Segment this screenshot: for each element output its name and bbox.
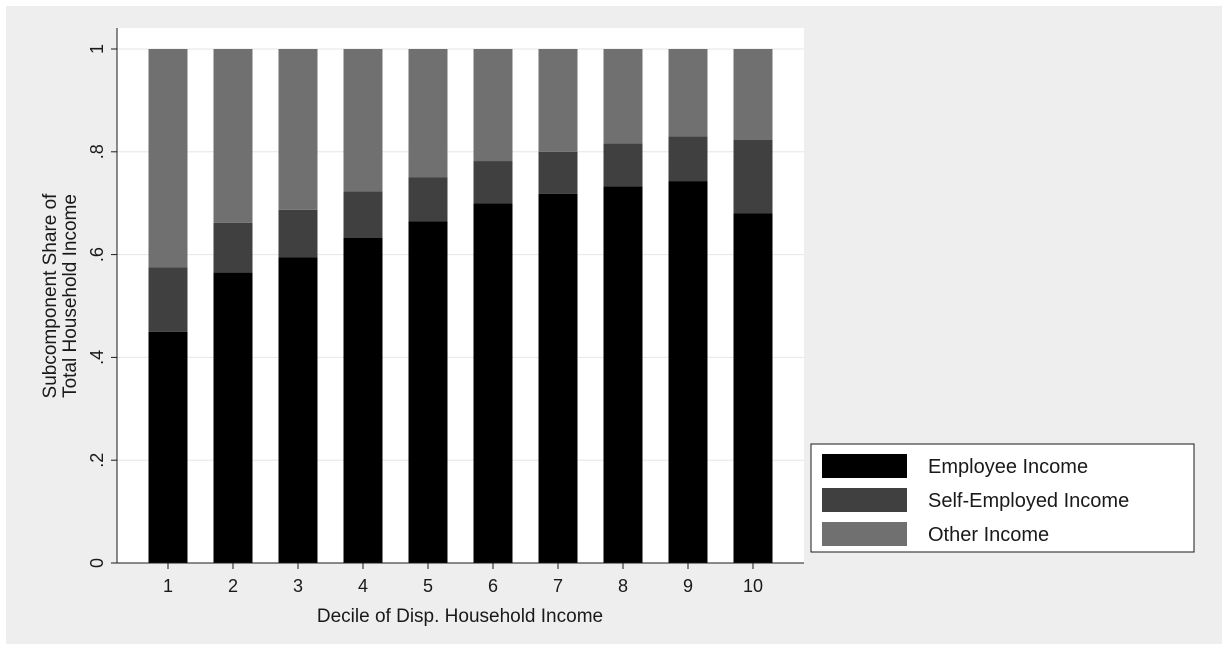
bar-employee-income-decile-7 (538, 193, 578, 563)
x-tick-label: 5 (423, 576, 433, 596)
y-tick-label: .6 (87, 247, 107, 262)
x-tick-label: 10 (743, 576, 763, 596)
x-tick-label: 6 (488, 576, 498, 596)
bar-self-employed-income-decile-10 (733, 139, 773, 214)
bar-other-income-decile-5 (408, 49, 448, 178)
legend: Employee Income Self-Employed Income Other… (810, 443, 1195, 553)
bar-employee-income-decile-5 (408, 221, 448, 563)
x-tick-label: 9 (683, 576, 693, 596)
bar-self-employed-income-decile-8 (603, 143, 643, 187)
bar-employee-income-decile-4 (343, 237, 383, 563)
y-tick-label: 1 (87, 44, 107, 54)
bars (148, 49, 773, 564)
y-axis-title-line-1: Subcomponent Share of (40, 193, 61, 399)
bar-other-income-decile-2 (213, 49, 253, 223)
x-tick-label: 3 (293, 576, 303, 596)
bar-employee-income-decile-10 (733, 213, 773, 564)
y-tick-label: .4 (87, 350, 107, 365)
legend-label: Other Income (928, 524, 1049, 546)
legend-swatch (822, 454, 907, 478)
bar-employee-income-decile-1 (148, 331, 188, 563)
bar-other-income-decile-3 (278, 49, 318, 210)
bar-other-income-decile-9 (668, 49, 708, 137)
x-tick-label: 7 (553, 576, 563, 596)
legend-label: Self-Employed Income (928, 490, 1129, 512)
x-tick-label: 2 (228, 576, 238, 596)
axis-titles: Decile of Disp. Household Income Subcomp… (40, 193, 603, 627)
bar-self-employed-income-decile-6 (473, 161, 513, 204)
x-tick-label: 8 (618, 576, 628, 596)
bar-employee-income-decile-3 (278, 257, 318, 563)
y-tick-label: .2 (87, 453, 107, 468)
legend-swatch (822, 488, 907, 512)
bar-employee-income-decile-2 (213, 272, 253, 563)
bar-other-income-decile-4 (343, 49, 383, 192)
bar-employee-income-decile-6 (473, 203, 513, 563)
y-tick-label: .8 (87, 144, 107, 159)
bar-other-income-decile-7 (538, 49, 578, 152)
bar-other-income-decile-6 (473, 49, 513, 162)
bar-other-income-decile-10 (733, 49, 773, 140)
legend-label: Employee Income (928, 456, 1088, 478)
bar-other-income-decile-1 (148, 49, 188, 268)
bar-self-employed-income-decile-4 (343, 191, 383, 238)
bar-employee-income-decile-8 (603, 186, 643, 563)
bar-self-employed-income-decile-3 (278, 209, 318, 258)
bar-self-employed-income-decile-1 (148, 267, 188, 332)
bar-employee-income-decile-9 (668, 181, 708, 563)
bar-other-income-decile-8 (603, 49, 643, 144)
legend-swatch (822, 522, 907, 546)
bar-self-employed-income-decile-7 (538, 151, 578, 194)
bar-self-employed-income-decile-5 (408, 177, 448, 222)
x-tick-label: 1 (163, 576, 173, 596)
y-axis-title-line-2: Total Household Income (60, 194, 81, 398)
x-axis-title: Decile of Disp. Household Income (317, 606, 603, 627)
bar-self-employed-income-decile-2 (213, 222, 253, 273)
axes: 0 .2 .4 .6 .8 1 1 2 3 4 5 6 7 8 9 10 (87, 28, 804, 596)
bar-self-employed-income-decile-9 (668, 136, 708, 182)
y-tick-label: 0 (87, 558, 107, 568)
x-tick-label: 4 (358, 576, 368, 596)
